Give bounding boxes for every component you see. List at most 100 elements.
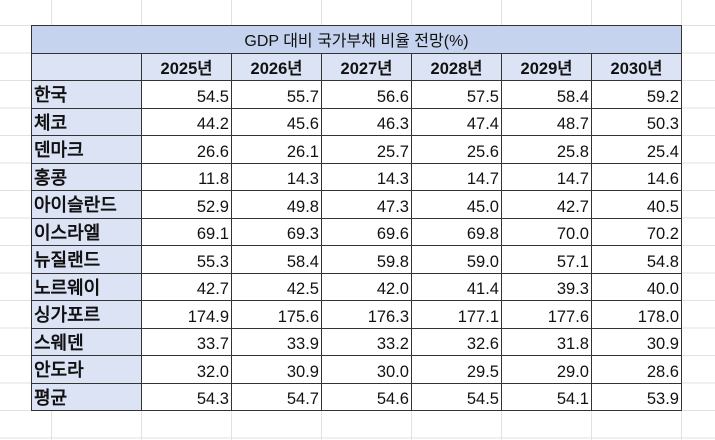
value-cell[interactable]: 14.3: [231, 162, 322, 191]
row-label-cell[interactable]: 이스라엘: [31, 217, 142, 246]
table-row: 홍콩 11.8 14.3 14.3 14.7 14.7 14.6: [31, 162, 682, 191]
header-year-2026[interactable]: 2026년: [231, 52, 322, 81]
value-cell[interactable]: 14.7: [501, 162, 592, 191]
value-cell[interactable]: 48.7: [501, 107, 592, 136]
table-row: 한국 54.5 55.7 56.6 57.5 58.4 59.2: [31, 80, 682, 109]
value-cell[interactable]: 42.5: [231, 272, 322, 301]
value-cell[interactable]: 29.0: [501, 355, 592, 384]
row-label-cell[interactable]: 뉴질랜드: [31, 245, 142, 274]
value-cell[interactable]: 54.7: [231, 382, 322, 411]
value-cell[interactable]: 25.8: [501, 135, 592, 164]
table-row: 아이슬란드 52.9 49.8 47.3 45.0 42.7 40.5: [31, 190, 682, 219]
value-cell[interactable]: 33.7: [141, 327, 232, 356]
header-year-2030[interactable]: 2030년: [591, 52, 682, 81]
value-cell[interactable]: 50.3: [591, 107, 682, 136]
row-label-cell[interactable]: 덴마크: [31, 135, 142, 164]
value-cell[interactable]: 52.9: [141, 190, 232, 219]
value-cell[interactable]: 178.0: [591, 300, 682, 329]
header-corner-cell[interactable]: [31, 52, 142, 81]
value-cell[interactable]: 54.5: [411, 382, 502, 411]
value-cell[interactable]: 11.8: [141, 162, 232, 191]
value-cell[interactable]: 54.1: [501, 382, 592, 411]
header-year-2028[interactable]: 2028년: [411, 52, 502, 81]
value-cell[interactable]: 14.3: [321, 162, 412, 191]
value-cell[interactable]: 30.0: [321, 355, 412, 384]
value-cell[interactable]: 70.0: [501, 217, 592, 246]
value-cell[interactable]: 57.5: [411, 80, 502, 109]
value-cell[interactable]: 42.0: [321, 272, 412, 301]
value-cell[interactable]: 33.2: [321, 327, 412, 356]
value-cell[interactable]: 58.4: [501, 80, 592, 109]
value-cell[interactable]: 56.6: [321, 80, 412, 109]
value-cell[interactable]: 177.1: [411, 300, 502, 329]
row-label-cell[interactable]: 싱가포르: [31, 300, 142, 329]
value-cell[interactable]: 30.9: [591, 327, 682, 356]
value-cell[interactable]: 175.6: [231, 300, 322, 329]
value-cell[interactable]: 70.2: [591, 217, 682, 246]
row-label-cell[interactable]: 한국: [31, 80, 142, 109]
header-year-2029[interactable]: 2029년: [501, 52, 592, 81]
value-cell[interactable]: 26.6: [141, 135, 232, 164]
value-cell[interactable]: 47.3: [321, 190, 412, 219]
value-cell[interactable]: 42.7: [141, 272, 232, 301]
value-cell[interactable]: 28.6: [591, 355, 682, 384]
value-cell[interactable]: 58.4: [231, 245, 322, 274]
value-cell[interactable]: 33.9: [231, 327, 322, 356]
value-cell[interactable]: 31.8: [501, 327, 592, 356]
value-cell[interactable]: 30.9: [231, 355, 322, 384]
value-cell[interactable]: 14.6: [591, 162, 682, 191]
value-cell[interactable]: 54.3: [141, 382, 232, 411]
value-cell[interactable]: 41.4: [411, 272, 502, 301]
value-cell[interactable]: 57.1: [501, 245, 592, 274]
value-cell[interactable]: 69.8: [411, 217, 502, 246]
value-cell[interactable]: 14.7: [411, 162, 502, 191]
value-cell[interactable]: 25.4: [591, 135, 682, 164]
value-cell[interactable]: 45.6: [231, 107, 322, 136]
row-label-cell[interactable]: 평균: [31, 382, 142, 411]
row-label-cell[interactable]: 체코: [31, 107, 142, 136]
table-row: 덴마크 26.6 26.1 25.7 25.6 25.8 25.4: [31, 135, 682, 164]
value-cell[interactable]: 39.3: [501, 272, 592, 301]
value-cell[interactable]: 32.0: [141, 355, 232, 384]
value-cell[interactable]: 55.7: [231, 80, 322, 109]
value-cell[interactable]: 177.6: [501, 300, 592, 329]
table-row: 이스라엘 69.1 69.3 69.6 69.8 70.0 70.2: [31, 217, 682, 246]
value-cell[interactable]: 32.6: [411, 327, 502, 356]
spreadsheet-table-container: GDP 대비 국가부채 비율 전망(%) 2025년 2026년 2027년 2…: [31, 25, 682, 411]
value-cell[interactable]: 47.4: [411, 107, 502, 136]
header-year-2025[interactable]: 2025년: [141, 52, 232, 81]
value-cell[interactable]: 45.0: [411, 190, 502, 219]
header-row: 2025년 2026년 2027년 2028년 2029년 2030년: [31, 52, 682, 81]
value-cell[interactable]: 40.5: [591, 190, 682, 219]
row-label-cell[interactable]: 홍콩: [31, 162, 142, 191]
value-cell[interactable]: 176.3: [321, 300, 412, 329]
value-cell[interactable]: 26.1: [231, 135, 322, 164]
value-cell[interactable]: 69.1: [141, 217, 232, 246]
value-cell[interactable]: 69.3: [231, 217, 322, 246]
table-title[interactable]: GDP 대비 국가부채 비율 전망(%): [31, 25, 682, 54]
value-cell[interactable]: 46.3: [321, 107, 412, 136]
value-cell[interactable]: 59.8: [321, 245, 412, 274]
value-cell[interactable]: 25.6: [411, 135, 502, 164]
value-cell[interactable]: 54.6: [321, 382, 412, 411]
value-cell[interactable]: 54.5: [141, 80, 232, 109]
value-cell[interactable]: 54.8: [591, 245, 682, 274]
value-cell[interactable]: 49.8: [231, 190, 322, 219]
table-row: 평균 54.3 54.7 54.6 54.5 54.1 53.9: [31, 382, 682, 411]
value-cell[interactable]: 29.5: [411, 355, 502, 384]
header-year-2027[interactable]: 2027년: [321, 52, 412, 81]
value-cell[interactable]: 59.2: [591, 80, 682, 109]
value-cell[interactable]: 174.9: [141, 300, 232, 329]
value-cell[interactable]: 40.0: [591, 272, 682, 301]
row-label-cell[interactable]: 안도라: [31, 355, 142, 384]
value-cell[interactable]: 69.6: [321, 217, 412, 246]
value-cell[interactable]: 42.7: [501, 190, 592, 219]
value-cell[interactable]: 44.2: [141, 107, 232, 136]
row-label-cell[interactable]: 노르웨이: [31, 272, 142, 301]
value-cell[interactable]: 59.0: [411, 245, 502, 274]
value-cell[interactable]: 25.7: [321, 135, 412, 164]
value-cell[interactable]: 55.3: [141, 245, 232, 274]
value-cell[interactable]: 53.9: [591, 382, 682, 411]
row-label-cell[interactable]: 스웨덴: [31, 327, 142, 356]
row-label-cell[interactable]: 아이슬란드: [31, 190, 142, 219]
